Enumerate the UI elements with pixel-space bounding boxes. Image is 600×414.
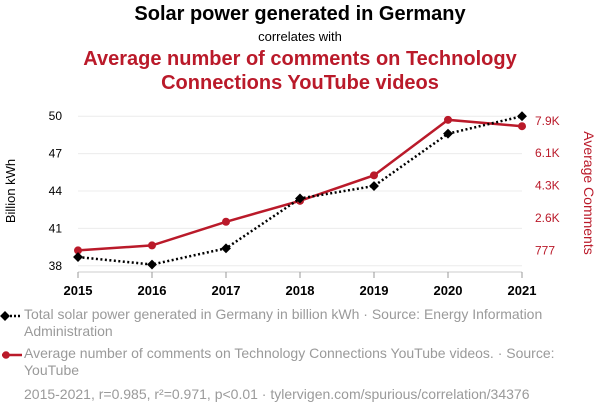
y-left-label: Billion kWh xyxy=(3,159,18,223)
series-comments-line xyxy=(77,118,523,252)
x-tick-2016: 2016 xyxy=(138,283,167,298)
x-tick-2019: 2019 xyxy=(360,283,389,298)
y-right-label: Average Comments xyxy=(581,131,597,254)
x-tick-2018: 2018 xyxy=(286,283,315,298)
footer-stats: 2015-2021, r=0.985, r²=0.971, p<0.01 · t… xyxy=(24,386,530,402)
point-comments-2015 xyxy=(74,246,82,255)
point-comments-2016 xyxy=(148,241,156,250)
y-right-tick-2: 4.3K xyxy=(535,179,560,193)
point-solar-2018 xyxy=(295,193,305,204)
y-left-tick-38: 38 xyxy=(49,259,63,273)
series-solar-line xyxy=(77,115,523,266)
point-solar-2021 xyxy=(517,111,527,122)
point-solar-2016 xyxy=(147,259,157,270)
legend-marker-comments xyxy=(2,351,22,359)
legend-marker-solar xyxy=(0,311,22,321)
x-tick-2015: 2015 xyxy=(64,283,93,298)
point-solar-2015 xyxy=(73,252,83,262)
point-solar-2017 xyxy=(221,243,231,254)
y-right-tick-3: 6.1K xyxy=(535,146,560,160)
chart-title: Solar power generated in Germany xyxy=(134,3,466,25)
chart-subtitle: Average number of comments on Technology… xyxy=(83,48,517,94)
x-tick-2021: 2021 xyxy=(508,283,537,298)
legend-label-comments: Average number of comments on Technology… xyxy=(24,345,555,378)
chart: 38 41 44 47 50 777 2.6K 4.3K 6.1K 7.9K 2015 2016 201… xyxy=(3,109,597,298)
point-comments-2017 xyxy=(222,217,230,226)
y-right-tick-1: 2.6K xyxy=(535,211,560,225)
legend-label-solar: Total solar power generated in Germany i… xyxy=(24,306,543,339)
y-left-tick-47: 47 xyxy=(49,147,63,161)
point-comments-2019 xyxy=(370,171,378,180)
x-tick-2020: 2020 xyxy=(434,283,463,298)
y-right-tick-4: 7.9K xyxy=(535,114,560,128)
point-solar-2020 xyxy=(443,128,453,139)
point-comments-2021 xyxy=(518,122,526,131)
chart-connector: correlates with xyxy=(258,29,342,44)
title-block: Solar power generated in Germany correla… xyxy=(0,0,600,95)
y-left-tick-41: 41 xyxy=(49,221,63,235)
y-left-tick-50: 50 xyxy=(49,109,63,123)
point-comments-2020 xyxy=(444,115,452,124)
y-left-tick-44: 44 xyxy=(49,184,63,198)
y-right-tick-0: 777 xyxy=(535,243,555,257)
point-solar-2019 xyxy=(369,181,379,191)
x-tick-2017: 2017 xyxy=(212,283,241,298)
